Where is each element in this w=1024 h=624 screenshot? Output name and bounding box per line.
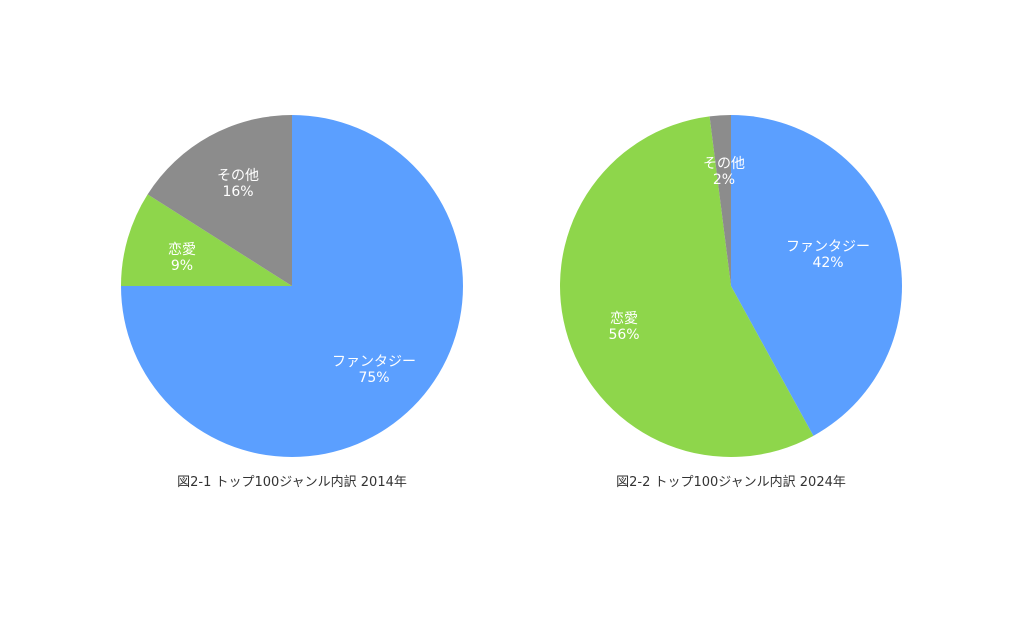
pie-slice (709, 115, 731, 286)
slice-category-label: ファンタジー (786, 239, 870, 255)
slice-percent-label: 42% (812, 255, 843, 271)
slice-percent-label: 75% (358, 370, 389, 386)
slice-percent-label: 2% (713, 172, 735, 188)
slice-percent-label: 16% (222, 184, 253, 200)
slice-category-label: 恋愛 (610, 310, 638, 327)
chart-title: 図2-1 トップ100ジャンル内訳 2014年 (177, 474, 407, 490)
slice-category-label: その他 (703, 156, 745, 172)
slice-percent-label: 9% (171, 258, 193, 274)
pie-slice (147, 115, 292, 286)
pie-slice (560, 116, 814, 457)
pie-slice (731, 115, 903, 436)
pie-slices (121, 115, 463, 457)
pie-slices (560, 115, 903, 457)
pie-slice (121, 194, 292, 286)
slice-category-label: ファンタジー (332, 354, 416, 370)
chart-title: 図2-2 トップ100ジャンル内訳 2024年 (616, 474, 846, 490)
slice-percent-label: 56% (608, 327, 639, 343)
slice-category-label: 恋愛 (168, 241, 196, 258)
slice-category-label: その他 (217, 168, 259, 184)
